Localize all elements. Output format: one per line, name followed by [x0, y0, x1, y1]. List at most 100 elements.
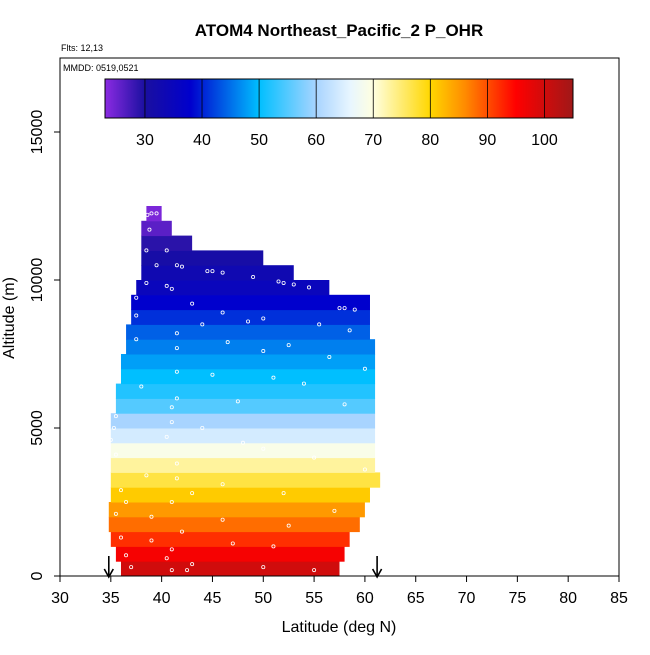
heatmap-band [120, 561, 340, 577]
x-tick-label: 55 [305, 590, 323, 607]
track-point [261, 316, 266, 321]
track-point [149, 514, 154, 519]
track-point [169, 568, 174, 573]
track-point [261, 349, 266, 354]
track-point [352, 307, 357, 312]
colorbar-tick-label: 70 [364, 132, 382, 149]
track-point [200, 322, 205, 327]
heatmap-band [115, 398, 376, 414]
track-point [179, 264, 184, 269]
colorbar-tick-label: 40 [193, 132, 211, 149]
track-point [261, 446, 266, 451]
heatmap-band [126, 339, 376, 355]
track-point [327, 354, 332, 359]
track-point [281, 280, 286, 285]
heatmap-band [110, 442, 376, 459]
heatmap-band [110, 531, 350, 547]
track-point [164, 434, 169, 439]
track-point [179, 529, 184, 534]
track-point [108, 437, 113, 442]
plot-frame [59, 57, 620, 577]
x-tick-label: 35 [102, 590, 120, 607]
track-point [291, 282, 296, 287]
track-point [113, 414, 118, 419]
y-tick-label: 5000 [29, 410, 46, 446]
track-point [312, 455, 317, 460]
heatmap-band [141, 220, 172, 237]
track-point [174, 369, 179, 374]
track-point [164, 556, 169, 561]
track-point [113, 452, 118, 457]
heatmap-band [136, 280, 330, 296]
track-point [271, 375, 276, 380]
colorbar-tick-label: 50 [250, 132, 268, 149]
x-tick-label: 50 [254, 590, 272, 607]
track-point [169, 286, 174, 291]
heatmap-band [126, 324, 370, 340]
x-tick-label: 30 [51, 590, 69, 607]
track-point [342, 402, 347, 407]
heatmap-band [131, 294, 370, 311]
x-tick-label: 45 [204, 590, 222, 607]
heatmap-band [108, 516, 360, 533]
x-tick-label: 70 [458, 590, 476, 607]
track-point [342, 306, 347, 311]
heatmap-bands [108, 206, 381, 577]
track-point [190, 301, 195, 306]
track-point [149, 538, 154, 543]
track-point [134, 337, 139, 342]
track-point [174, 331, 179, 336]
x-tick-label: 85 [610, 590, 628, 607]
heatmap-band [110, 428, 376, 444]
flights-annotation: Flts: 12,13 [61, 43, 103, 53]
x-tick-label: 65 [407, 590, 425, 607]
track-point [220, 270, 225, 275]
track-point [144, 248, 149, 253]
x-tick-label: 40 [153, 590, 171, 607]
track-point [220, 310, 225, 315]
flight-markers [103, 556, 383, 579]
arrow-head [371, 568, 383, 579]
heatmap-band [131, 309, 370, 325]
track-point [164, 283, 169, 288]
colorbar-frame [104, 78, 574, 119]
track-point [144, 473, 149, 478]
x-tick-label: 60 [356, 590, 374, 607]
track-point [147, 227, 152, 232]
colorbar-tick-label: 80 [421, 132, 439, 149]
heatmap-band [141, 250, 264, 266]
track-point [225, 340, 230, 345]
heatmap-band [110, 413, 376, 429]
colorbar-tick-label: 100 [531, 132, 558, 149]
y-tick-label: 15000 [29, 110, 46, 155]
track-point [139, 384, 144, 389]
track-point [144, 280, 149, 285]
y-axis-label: Altitude (m) [1, 277, 18, 359]
track-point [220, 482, 225, 487]
colorbar-tick-label: 90 [478, 132, 496, 149]
track-point [261, 565, 266, 570]
track-point [111, 425, 116, 430]
track-point [317, 322, 322, 327]
track-point [174, 461, 179, 466]
track-point [169, 547, 174, 552]
flight-marker-arrow [103, 556, 114, 579]
track-point [271, 544, 276, 549]
heatmap-band [141, 265, 294, 281]
y-tick-label: 0 [29, 571, 46, 580]
track-point [118, 535, 123, 540]
heatmap-band [110, 472, 381, 488]
track-point [200, 425, 205, 430]
x-tick-label: 75 [508, 590, 526, 607]
track-point [235, 399, 240, 404]
track-point [251, 275, 256, 280]
track-point [113, 511, 118, 516]
track-point [362, 366, 367, 371]
track-point [145, 212, 150, 217]
track-point [169, 420, 174, 425]
track-point [174, 396, 179, 401]
track-point [347, 328, 352, 333]
track-point [312, 568, 317, 573]
colorbar-gradient [105, 79, 573, 118]
track-point [246, 319, 251, 324]
